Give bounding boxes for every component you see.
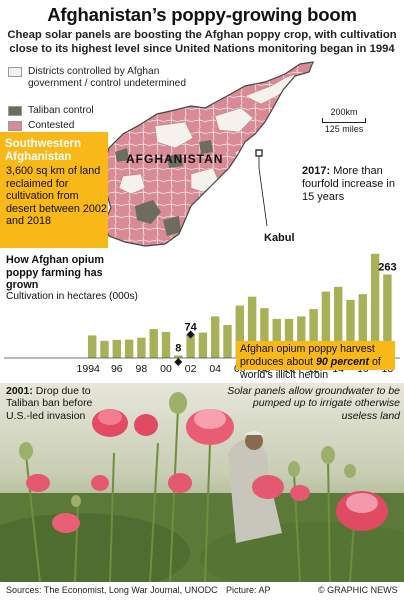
bar-2007 [247,296,257,358]
bar-2001 [174,355,183,358]
legend-label-contested: Contested [28,120,75,131]
bar-1999 [149,329,158,358]
tick-label-02: 02 [185,363,197,375]
southwest-text: 3,600 sq km of land reclaimed for cultiv… [6,165,107,228]
legend-swatch-taliban [8,106,22,116]
page-title: Afghanistan’s poppy-growing boom [47,4,357,25]
note-2001-text: Drop due to Taliban ban before U.S.-led … [6,385,93,422]
kabul-marker-icon [255,149,263,157]
note-heroin-pre: Afghan opium poppy harvest produces abou… [240,343,375,368]
bar-2016 [358,294,367,358]
footer-sources: Sources: The Economist, Long War Journal… [6,585,218,595]
value-label-2001: 8 [175,342,181,354]
bar-2018 [383,274,392,358]
note-2001-year: 2001: [6,385,33,397]
note-2017: 2017: More than fourfold increase in 15 … [302,165,402,203]
legend-item-contested: Contested [8,120,148,133]
map-country-label: AFGHANISTAN [126,152,224,166]
note-heroin: Afghan opium poppy harvest produces abou… [236,341,395,381]
legend-item-taliban: Taliban control [8,105,148,118]
note-heroin-post: of world’s illicit heroin [240,356,381,381]
bar-1995 [100,340,109,358]
map-capital-label: Kabul [264,232,295,244]
scale-miles: 125 miles [324,124,364,134]
bar-2010 [284,318,294,358]
bar-2013 [321,291,331,358]
bar-2014 [334,286,343,358]
southwest-heading: Southwestern Afghanistan [5,138,82,163]
poppy-flowers [26,409,388,533]
chart-bars [88,253,392,358]
bar-2004 [211,316,220,358]
legend-swatch-government [8,67,22,77]
tick-label-98: 98 [136,363,148,375]
note-2001: 2001: Drop due to Taliban ban before U.S… [6,385,112,422]
value-label-2018: 263 [378,261,396,273]
bar-2012 [309,309,318,358]
bar-2009 [272,318,281,358]
scale-line [322,118,366,123]
note-solar: Solar panels allow groundwater to be pum… [227,385,400,422]
bar-1998 [137,337,146,358]
legend-item-government: Districts controlled by Afghan governmen… [8,66,203,92]
marker-2002-icon [186,330,195,339]
tick-label-1994: 1994 [77,363,101,375]
bar-2006 [235,305,244,358]
footer-copyright: © GRAPHIC NEWS [318,585,398,595]
afghanistan-map [102,61,314,247]
bar-2011 [297,316,306,358]
bar-2003 [198,332,208,358]
bar-2008 [260,308,269,358]
bar-2002 [186,334,195,358]
page-subtitle: Cheap solar panels are boosting the Afgh… [7,29,397,55]
southwest-callout [0,132,108,248]
value-label-2002: 74 [184,321,197,333]
chart-value-labels: 874 328 263 [175,250,396,354]
scale-km: 200km [330,107,358,117]
bar-2017 [370,253,380,358]
marker-2001-icon [174,358,183,366]
chart-ylabel: Cultivation in hectares (000s) [6,291,138,302]
bar-2015 [346,299,355,358]
bar-2005 [223,324,232,358]
bar-2000 [161,331,171,358]
poppy-field-photo [0,383,404,582]
footer-picture-credit: Picture: AP [226,585,271,595]
tick-label-04: 04 [209,363,221,375]
tick-label-00: 00 [160,363,172,375]
poppy-pods [19,392,356,507]
legend-label-taliban: Taliban control [28,105,94,116]
note-heroin-bold: 90 percent [316,356,369,368]
legend-swatch-contested [8,121,22,131]
bar-1996 [112,339,121,358]
bar-1994 [88,335,97,358]
bar-1997 [124,339,134,358]
map-scale-bar: 200km 125 miles [318,107,370,134]
legend-label-government: Districts controlled by Afghan governmen… [28,66,186,89]
note-2017-text: More than fourfold increase in 15 years [302,165,395,203]
cultivation-bar-chart: 874328263 1994969800020406081012141618 [4,250,400,375]
tick-label-96: 96 [111,363,123,375]
value-label-2017: 328 [366,250,384,253]
note-2017-year: 2017: [302,165,331,177]
chart-markers [174,330,195,366]
chart-title: How Afghan opium poppy farming has grown [6,254,104,291]
